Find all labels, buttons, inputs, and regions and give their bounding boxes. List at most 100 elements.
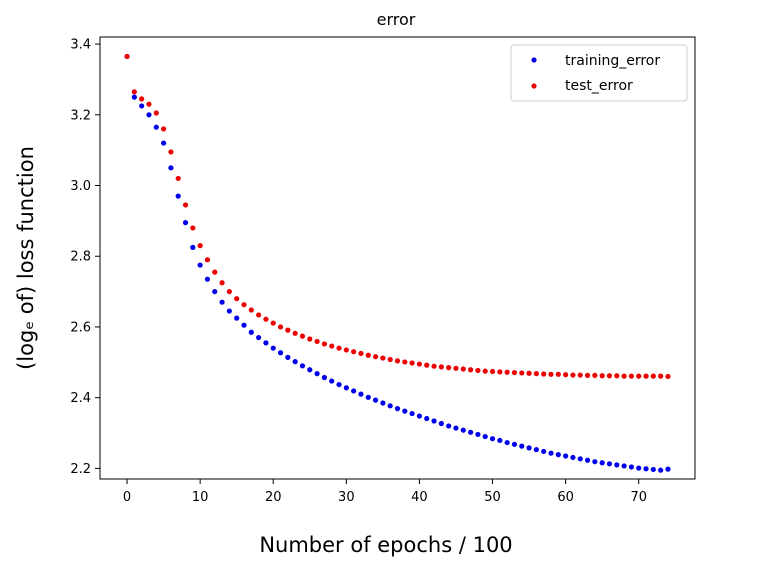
- data-point-training-error: [365, 394, 371, 400]
- data-point-test-error: [511, 369, 518, 376]
- legend-label-test: test_error: [565, 78, 633, 94]
- data-point-test-error: [584, 372, 591, 378]
- data-point-test-error: [606, 373, 613, 379]
- data-point-training-error: [372, 397, 379, 403]
- data-point-test-error: [248, 307, 254, 313]
- data-point-training-error: [307, 367, 313, 373]
- data-point-training-error: [256, 334, 262, 341]
- data-point-training-error: [263, 340, 269, 346]
- data-point-test-error: [424, 362, 430, 368]
- data-point-training-error: [402, 408, 408, 414]
- data-point-training-error: [139, 103, 145, 109]
- data-point-training-error: [146, 112, 152, 118]
- data-point-test-error: [131, 89, 137, 95]
- data-point-training-error: [416, 413, 423, 419]
- data-point-test-error: [636, 373, 642, 379]
- data-point-test-error: [358, 350, 364, 357]
- x-axis-label: Number of epochs / 100: [259, 533, 512, 557]
- data-point-test-error: [475, 367, 481, 374]
- data-point-training-error: [153, 124, 159, 130]
- data-point-training-error: [219, 299, 225, 305]
- data-point-test-error: [256, 312, 262, 318]
- data-point-test-error: [497, 369, 503, 375]
- data-point-test-error: [234, 296, 240, 302]
- data-point-test-error: [548, 371, 554, 377]
- data-point-training-error: [519, 443, 525, 449]
- data-point-training-error: [592, 459, 598, 465]
- data-point-training-error: [460, 427, 466, 433]
- data-point-test-error: [299, 333, 306, 339]
- data-point-test-error: [343, 347, 349, 353]
- data-point-test-error: [146, 101, 152, 107]
- data-point-training-error: [329, 378, 335, 384]
- series-training-error: [124, 53, 671, 473]
- data-point-training-error: [636, 465, 642, 471]
- data-point-test-error: [277, 324, 284, 330]
- data-point-training-error: [584, 457, 591, 463]
- x-tick-label: 20: [265, 490, 282, 505]
- y-tick-label: 2.4: [70, 391, 91, 406]
- data-point-test-error: [431, 363, 437, 369]
- data-point-training-error: [599, 460, 605, 466]
- data-point-test-error: [577, 372, 583, 378]
- data-point-training-error: [314, 371, 320, 377]
- data-point-training-error: [351, 388, 357, 394]
- data-point-training-error: [643, 466, 649, 472]
- data-point-test-error: [599, 373, 605, 379]
- data-point-training-error: [131, 94, 137, 100]
- data-point-test-error: [241, 302, 247, 308]
- data-point-training-error: [453, 425, 459, 431]
- chart-title: error: [377, 10, 416, 29]
- data-point-training-error: [614, 462, 620, 468]
- data-point-test-error: [175, 175, 181, 182]
- data-point-test-error: [438, 364, 444, 370]
- y-axis-ticks: 2.2 2.4 2.6 2.8 3.0 3.2 3.4: [70, 38, 100, 477]
- y-tick-label: 2.2: [70, 462, 91, 477]
- data-point-test-error: [643, 373, 649, 379]
- data-point-test-error: [285, 327, 291, 333]
- x-tick-label: 10: [192, 490, 209, 505]
- data-point-test-error: [533, 371, 539, 377]
- data-point-test-error: [204, 257, 211, 263]
- data-point-training-error: [270, 345, 276, 351]
- x-tick-label: 30: [338, 490, 355, 505]
- data-point-training-error: [548, 450, 554, 456]
- data-point-training-error: [336, 381, 342, 388]
- x-tick-label: 60: [557, 490, 574, 505]
- data-point-test-error: [592, 372, 598, 378]
- data-point-training-error: [606, 461, 613, 467]
- data-point-training-error: [424, 415, 430, 422]
- data-point-test-error: [263, 316, 269, 322]
- data-point-test-error: [153, 110, 159, 116]
- data-point-test-error: [387, 356, 393, 363]
- data-point-test-error: [570, 372, 576, 378]
- data-point-training-error: [226, 308, 232, 314]
- data-point-training-error: [358, 391, 364, 397]
- data-point-test-error: [124, 53, 130, 60]
- data-point-test-error: [460, 366, 466, 372]
- data-point-training-error: [431, 418, 437, 424]
- data-point-training-error: [212, 288, 218, 295]
- data-point-training-error: [504, 439, 510, 446]
- data-point-test-error: [292, 330, 298, 336]
- data-point-test-error: [351, 349, 357, 355]
- data-point-training-error: [387, 403, 393, 409]
- data-point-training-error: [563, 453, 569, 459]
- data-point-test-error: [467, 367, 474, 373]
- data-points: [124, 53, 671, 473]
- data-point-training-error: [234, 315, 240, 321]
- data-point-training-error: [168, 165, 174, 171]
- x-tick-label: 70: [630, 490, 647, 505]
- data-point-training-error: [197, 262, 203, 268]
- data-point-training-error: [380, 400, 386, 406]
- data-point-test-error: [307, 336, 313, 342]
- legend-label-training: training_error: [565, 53, 660, 69]
- data-point-test-error: [219, 280, 225, 286]
- data-point-training-error: [467, 429, 474, 435]
- y-tick-label: 3.0: [70, 179, 91, 194]
- data-point-test-error: [482, 368, 488, 374]
- legend-marker-training: [531, 57, 537, 63]
- data-point-training-error: [621, 463, 627, 469]
- x-axis-ticks: 0 10 20 30 40 50 60 70: [123, 479, 647, 505]
- data-point-training-error: [511, 441, 518, 447]
